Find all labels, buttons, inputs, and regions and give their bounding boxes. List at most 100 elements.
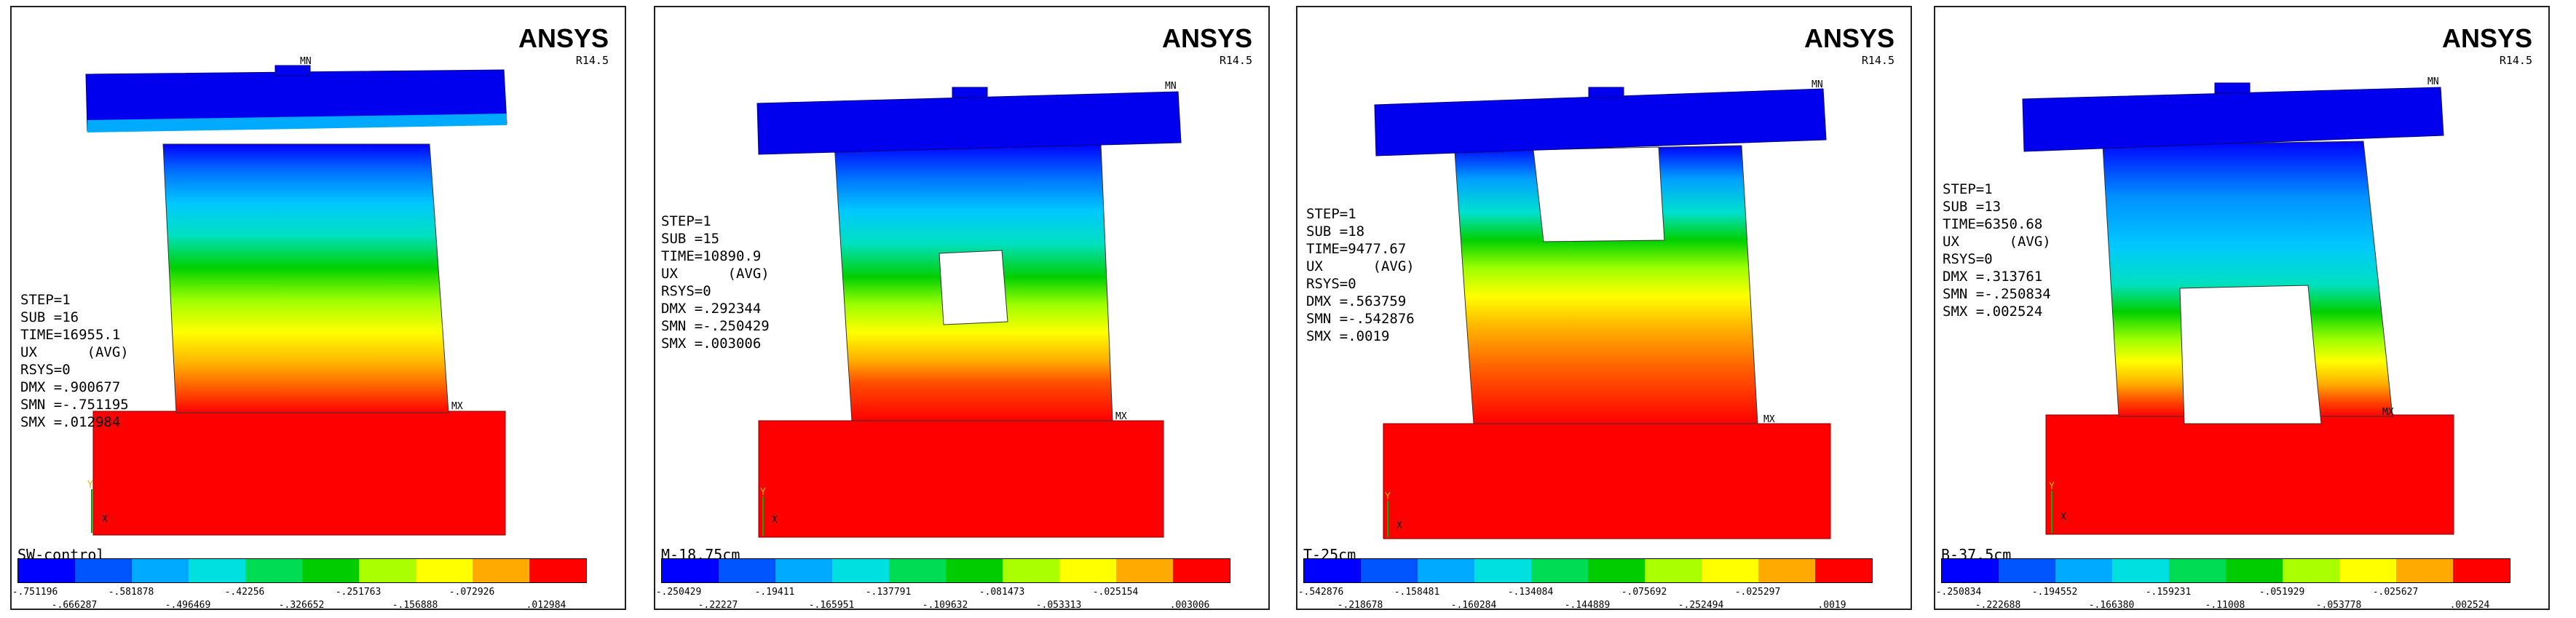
time-text: TIME=6350.68	[1943, 216, 2043, 232]
svg-text:X: X	[102, 514, 108, 525]
smx-text: SMX =.002524	[1943, 304, 2043, 320]
legend-tick-label: -.025154	[1092, 587, 1139, 598]
legend-swatch	[2112, 559, 2169, 582]
legend-swatch	[1702, 559, 1758, 582]
svg-text:MX: MX	[1115, 411, 1127, 422]
opening	[1533, 146, 1665, 242]
contour-panel-bottom-opening: ANSYS R14.5 MN MX X Y STEP=1 SUB =13 TIM…	[1934, 6, 2550, 610]
legend-tick-label: -.051929	[2259, 587, 2305, 598]
dmx-text: DMX =.313761	[1943, 269, 2043, 285]
legend-swatch	[1059, 559, 1116, 582]
legend-tick-label: -.144889	[1564, 600, 1611, 610]
svg-text:MX: MX	[1763, 414, 1775, 425]
wall-model: MN MX X Y	[1374, 79, 1831, 539]
solution-info: STEP=1 SUB =13 TIME=6350.68 UX (AVG) RSY…	[1943, 181, 2051, 320]
smx-text: SMX =.003006	[661, 336, 762, 352]
svg-text:Y: Y	[760, 487, 766, 498]
ansys-revision: R14.5	[2499, 54, 2532, 67]
legend-swatch	[416, 559, 473, 582]
time-text: TIME=10890.9	[661, 248, 762, 264]
foundation	[1383, 423, 1831, 539]
legend-tick-label: -.218678	[1337, 600, 1383, 610]
legend-swatch	[1173, 559, 1230, 582]
ux-text: UX (AVG)	[661, 266, 770, 282]
legend-swatch	[302, 559, 359, 582]
load-plate	[1588, 87, 1624, 98]
svg-text:MX: MX	[451, 401, 463, 412]
legend-tick-label: -.194552	[2031, 587, 2078, 598]
legend-tick-label: -.496469	[165, 600, 211, 610]
legend-swatch	[889, 559, 946, 582]
legend-tick-label: -.160284	[1450, 600, 1497, 610]
legend-swatch	[1361, 559, 1418, 582]
legend-swatch	[245, 559, 302, 582]
legend-swatch	[1815, 559, 1872, 582]
dmx-text: DMX =.900677	[20, 379, 121, 395]
legend-tick-label: -.581878	[108, 587, 154, 598]
wall-model: MN MX X Y	[2022, 76, 2454, 535]
rsys-text: RSYS=0	[661, 283, 711, 299]
svg-text:X: X	[2061, 512, 2066, 523]
load-plate	[2214, 82, 2251, 94]
svg-text:Y: Y	[87, 480, 93, 491]
legend-swatch	[775, 559, 832, 582]
smx-text: SMX =.012984	[20, 414, 121, 430]
contour-panel-control: ANSYS R14.5 MN MX X Y STEP=1 SUB =16 TIM…	[10, 6, 626, 610]
legend-tick-label: -.251763	[335, 587, 382, 598]
contour-panel-top-opening: ANSYS R14.5 MN MX X Y STEP=1 SUB =18 TIM…	[1296, 6, 1912, 610]
wall-body	[162, 143, 449, 413]
rsys-text: RSYS=0	[1306, 276, 1356, 292]
top-beam	[1374, 88, 1827, 157]
svg-text:MN: MN	[300, 56, 312, 67]
legend-swatch	[1418, 559, 1474, 582]
legend-tick-label: .012984	[526, 600, 566, 610]
legend-swatch	[1531, 559, 1588, 582]
top-beam-edge	[87, 114, 507, 132]
ux-text: UX (AVG)	[20, 344, 129, 360]
legend-tick-label: -.134084	[1507, 587, 1554, 598]
solution-info: STEP=1 SUB =15 TIME=10890.9 UX (AVG) RSY…	[661, 213, 770, 352]
legend-tick-label: -.081473	[979, 587, 1025, 598]
svg-text:MN: MN	[1812, 79, 1823, 90]
legend-tick-label: -.250834	[1935, 587, 1982, 598]
legend-tick-label: -.025627	[2372, 587, 2419, 598]
top-beam	[2022, 87, 2444, 152]
legend-swatch	[2283, 559, 2339, 582]
smx-text: SMX =.0019	[1306, 328, 1390, 344]
legend-swatch	[189, 559, 245, 582]
color-legend	[661, 558, 1230, 583]
ansys-revision: R14.5	[1219, 54, 1252, 67]
legend-swatch	[2169, 559, 2226, 582]
legend-swatch	[1474, 559, 1531, 582]
legend-swatch	[2226, 559, 2283, 582]
svg-text:MN: MN	[1165, 81, 1177, 92]
step-text: STEP=1	[1943, 181, 1993, 197]
foundation	[2045, 414, 2454, 535]
legend-swatch	[662, 559, 719, 582]
legend-tick-label: -.222688	[1975, 600, 2021, 610]
legend-tick-label: -.19411	[754, 587, 795, 598]
legend-swatch	[18, 559, 75, 582]
svg-text:Y: Y	[2049, 481, 2055, 492]
ansys-logo: ANSYS	[1803, 23, 1895, 53]
step-text: STEP=1	[661, 213, 711, 229]
color-legend	[1941, 558, 2510, 583]
time-text: TIME=9477.67	[1306, 241, 1407, 257]
legend-swatch	[132, 559, 189, 582]
opening	[2179, 285, 2322, 424]
time-text: TIME=16955.1	[20, 327, 121, 343]
legend-swatch	[2339, 559, 2396, 582]
legend-tick-label: .0019	[1817, 600, 1846, 610]
legend-tick-label: -.326652	[278, 600, 325, 610]
legend-swatch	[1999, 559, 2055, 582]
legend-tick-label: -.42256	[224, 587, 265, 598]
svg-text:MN: MN	[2427, 76, 2439, 87]
legend-swatch	[1758, 559, 1815, 582]
smn-text: SMN =-.751195	[20, 397, 129, 413]
ux-text: UX (AVG)	[1943, 234, 2051, 250]
step-text: STEP=1	[20, 292, 71, 308]
ansys-logo: ANSYS	[2441, 23, 2532, 53]
legend-swatch	[1645, 559, 1702, 582]
legend-tick-label: .003006	[1169, 600, 1210, 610]
solution-info: STEP=1 SUB =16 TIME=16955.1 UX (AVG) RSY…	[20, 291, 129, 431]
